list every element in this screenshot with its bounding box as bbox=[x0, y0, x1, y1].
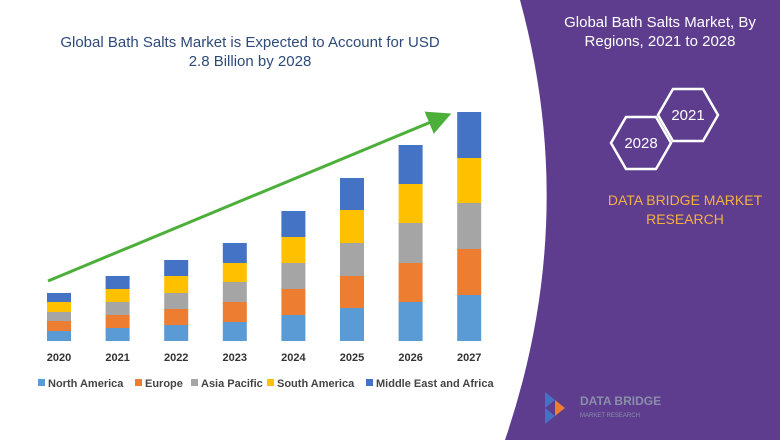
bar-segment bbox=[281, 289, 306, 315]
legend-swatch bbox=[366, 379, 373, 386]
bar-segment bbox=[47, 331, 71, 341]
bar-segment bbox=[105, 302, 130, 315]
logo-tagline: MARKET RESEARCH bbox=[580, 413, 640, 419]
logo-icon bbox=[545, 392, 555, 424]
bar-segment bbox=[222, 322, 247, 341]
bar-segment bbox=[281, 237, 306, 263]
legend-label: North America bbox=[48, 378, 124, 390]
legend-label: Middle East and Africa bbox=[376, 378, 494, 390]
bar-segment bbox=[281, 263, 306, 289]
legend-swatch bbox=[267, 379, 274, 386]
logo-name: DATA BRIDGE bbox=[580, 394, 661, 408]
badge-text: 2028 bbox=[624, 135, 657, 152]
legend-label: Europe bbox=[145, 378, 183, 390]
side-brand: DATA BRIDGE MARKET RESEARCH bbox=[607, 192, 763, 227]
bar-segment bbox=[340, 308, 364, 341]
bar-segment bbox=[398, 223, 423, 263]
x-tick-label: 2023 bbox=[223, 352, 247, 364]
side-panel-bg bbox=[505, 0, 780, 440]
bar-segment bbox=[105, 289, 130, 302]
bar-segment bbox=[47, 312, 71, 321]
bar-segment bbox=[222, 282, 247, 302]
badge-text: 2021 bbox=[671, 107, 704, 124]
legend-label: Asia Pacific bbox=[201, 378, 263, 390]
bar-segment bbox=[398, 302, 423, 341]
logo-icon bbox=[555, 400, 565, 416]
bar-segment bbox=[47, 302, 71, 312]
x-tick-label: 2024 bbox=[281, 352, 306, 364]
bar-segment bbox=[105, 276, 130, 289]
bar-segment bbox=[164, 293, 189, 309]
bar-segment bbox=[457, 295, 482, 341]
bar-segment bbox=[47, 293, 71, 302]
legend-swatch bbox=[191, 379, 198, 386]
bar-segment bbox=[164, 309, 189, 325]
bar-segment bbox=[340, 243, 364, 276]
bar-segment bbox=[222, 302, 247, 322]
x-tick-label: 2026 bbox=[398, 352, 422, 364]
bar-segment bbox=[457, 112, 482, 158]
bar-segment bbox=[164, 325, 189, 341]
side-title: Global Bath Salts Market, By Regions, 20… bbox=[564, 14, 756, 50]
bar-segment bbox=[222, 243, 247, 263]
bar-segment bbox=[340, 276, 364, 308]
bar-segment bbox=[457, 249, 482, 295]
bar-segment bbox=[47, 321, 71, 331]
x-tick-label: 2027 bbox=[457, 352, 481, 364]
bar-segment bbox=[164, 260, 189, 276]
bar-segment bbox=[222, 263, 247, 282]
bar-segment bbox=[340, 178, 364, 210]
bar-segment bbox=[105, 328, 130, 341]
chart-title: Global Bath Salts Market is Expected to … bbox=[60, 34, 440, 70]
bar-segment bbox=[457, 203, 482, 249]
bar-segment bbox=[105, 315, 130, 328]
bar-segment bbox=[398, 145, 423, 184]
legend-swatch bbox=[135, 379, 142, 386]
badge-hex bbox=[656, 87, 720, 143]
x-tick-label: 2021 bbox=[105, 352, 129, 364]
bar-segment bbox=[398, 184, 423, 223]
x-tick-label: 2022 bbox=[164, 352, 188, 364]
legend-swatch bbox=[38, 379, 45, 386]
x-tick-label: 2025 bbox=[340, 352, 364, 364]
trend-arrow bbox=[47, 111, 452, 283]
bar-segment bbox=[457, 158, 482, 203]
bar-segment bbox=[164, 276, 189, 293]
bar-segment bbox=[281, 315, 306, 341]
legend-label: South America bbox=[277, 378, 355, 390]
bar-segment bbox=[340, 210, 364, 243]
bar-segment bbox=[281, 211, 306, 237]
bar-segment bbox=[398, 263, 423, 302]
x-tick-label: 2020 bbox=[47, 352, 71, 364]
badge-hex bbox=[609, 115, 673, 171]
